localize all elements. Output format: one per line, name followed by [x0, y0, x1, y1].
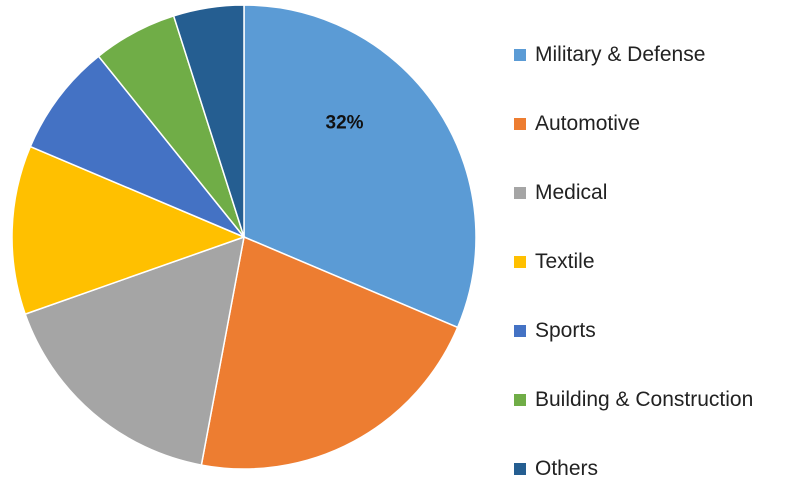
- legend-label: Textile: [535, 249, 595, 273]
- legend-swatch: [514, 324, 526, 337]
- legend-label: Building & Construction: [535, 387, 754, 411]
- legend-item: Building & Construction: [514, 365, 794, 434]
- legend-item: Others: [514, 434, 794, 503]
- legend-swatch: [514, 48, 526, 61]
- legend-label: Medical: [535, 180, 608, 204]
- legend-label: Others: [535, 456, 599, 480]
- legend-label: Sports: [535, 318, 596, 342]
- pie-slices: [11, 4, 477, 470]
- legend-item: Medical: [514, 158, 794, 227]
- pie-slice-medical: [24, 235, 245, 466]
- legend-item: Textile: [514, 227, 794, 296]
- pie-chart: 32%: [11, 4, 477, 470]
- legend-item: Military & Defense: [514, 20, 794, 89]
- legend-label: Automotive: [535, 111, 641, 135]
- chart-legend: Military & Defense Automotive Medical Texti…: [514, 20, 794, 503]
- pie-slice-sports: [29, 55, 245, 238]
- pie-data-labels: 32%: [326, 112, 364, 133]
- legend-item: Sports: [514, 296, 794, 365]
- legend-swatch: [514, 255, 526, 268]
- data-label: 32%: [326, 112, 364, 133]
- pie-slice-others: [172, 4, 245, 238]
- legend-swatch: [514, 117, 526, 130]
- legend-label: Military & Defense: [535, 42, 706, 66]
- pie-slice-automotive: [200, 235, 459, 470]
- legend-swatch: [514, 462, 526, 475]
- pie-slice-textile: [11, 145, 247, 316]
- legend-item: Automotive: [514, 89, 794, 158]
- legend-swatch: [514, 393, 526, 406]
- pie-slice-military-defense: [243, 4, 477, 329]
- legend-swatch: [514, 186, 526, 199]
